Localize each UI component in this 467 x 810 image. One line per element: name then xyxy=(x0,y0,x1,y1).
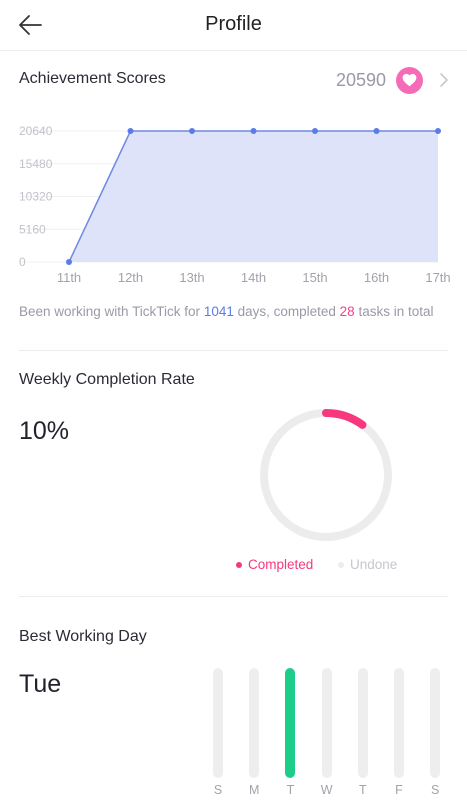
chart-data-point xyxy=(312,128,318,134)
weekday-label: M xyxy=(248,783,260,797)
achievement-scores-title: Achievement Scores xyxy=(19,70,166,87)
section-divider xyxy=(19,596,448,597)
chart-x-tick-label: 12th xyxy=(118,270,143,285)
back-button[interactable] xyxy=(14,11,46,39)
weekday-label: S xyxy=(431,783,440,797)
weekday-bar xyxy=(285,668,296,778)
chart-y-tick-label: 0 xyxy=(19,255,26,269)
legend-undone-dot xyxy=(338,561,344,568)
chart-x-tick-labels: 11th 12th 13th 14th 15th 16th 17th xyxy=(57,270,451,285)
weekday-label: T xyxy=(358,783,367,797)
chart-data-point xyxy=(189,128,195,134)
ring-undone-track xyxy=(260,409,392,541)
chart-y-tick-label: 10320 xyxy=(19,190,53,204)
weekday-bar xyxy=(357,668,368,778)
best-working-day-value: Tue xyxy=(19,670,62,698)
best-working-day-title: Best Working Day xyxy=(19,628,147,645)
chart-area-fill xyxy=(69,131,438,262)
stats-tasks-count: 28 xyxy=(339,304,355,319)
heart-icon xyxy=(402,73,417,87)
achievement-score-row[interactable]: 20590 xyxy=(336,66,449,94)
legend-undone: Undone xyxy=(338,557,397,572)
weekday-bar xyxy=(394,668,404,778)
chart-data-point xyxy=(435,128,441,134)
weekday-label: F xyxy=(395,783,403,797)
stats-prefix: Been working with TickTick for xyxy=(19,304,204,319)
legend-completed: Completed xyxy=(236,557,313,572)
completion-ring-chart xyxy=(260,409,392,541)
weekday-bar xyxy=(213,668,223,778)
chart-x-tick-label: 11th xyxy=(57,270,81,285)
chart-data-point xyxy=(373,128,380,134)
achievement-score-value: 20590 xyxy=(335,69,386,90)
weekday-bar xyxy=(321,668,332,778)
weekly-completion-rate: 10% xyxy=(19,417,70,445)
heart-badge xyxy=(396,66,423,94)
chart-data-point xyxy=(66,259,72,265)
chevron-right-icon xyxy=(440,73,448,87)
chart-y-tick-label: 5160 xyxy=(19,222,46,236)
stats-suffix: tasks in total xyxy=(354,304,434,319)
legend-completed-label: Completed xyxy=(248,557,314,572)
weekly-completion-title: Weekly Completion Rate xyxy=(19,371,195,388)
weekday-bar xyxy=(249,668,260,778)
chart-data-point xyxy=(127,128,134,134)
page-title: Profile xyxy=(205,13,262,35)
app-header: Profile xyxy=(0,0,467,51)
weekday-bar xyxy=(430,668,441,778)
achievement-stats-text: Been working with TickTick for 1041 days… xyxy=(19,302,444,322)
achievement-area-chart: 0 5160 10320 15480 20640 11th 12th 13th 14th 15t… xyxy=(19,124,451,285)
ring-completed-arc xyxy=(260,409,392,541)
chart-data-points xyxy=(66,128,441,265)
chart-y-tick-label: 15480 xyxy=(19,157,53,171)
back-arrow-icon xyxy=(19,15,42,35)
weekday-label: W xyxy=(320,783,333,797)
chart-y-tick-label: 20640 xyxy=(19,124,53,138)
stats-middle: days, completed xyxy=(233,304,340,319)
chart-x-tick-label: 14th xyxy=(241,270,266,285)
chart-x-tick-label: 17th xyxy=(425,270,450,285)
weekday-label: T xyxy=(286,783,295,797)
chart-y-tick-labels: 0 5160 10320 15480 20640 xyxy=(19,124,53,269)
chart-x-tick-label: 13th xyxy=(179,270,204,285)
section-divider xyxy=(19,350,448,351)
chart-data-point xyxy=(250,128,257,134)
legend-undone-label: Undone xyxy=(350,557,398,572)
chart-x-tick-label: 16th xyxy=(364,270,389,285)
stats-days-count: 1041 xyxy=(203,304,234,319)
chart-x-tick-label: 15th xyxy=(302,270,327,285)
weekday-label: S xyxy=(213,783,223,797)
legend-completed-dot xyxy=(236,561,242,568)
